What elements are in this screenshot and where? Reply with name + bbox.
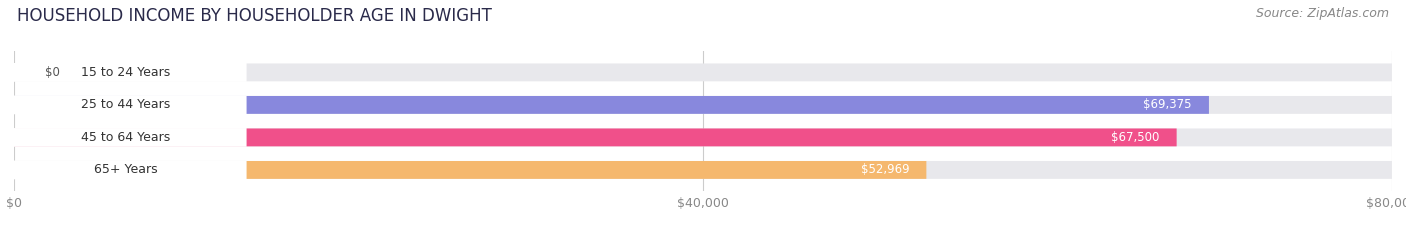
FancyBboxPatch shape [14,161,1392,179]
FancyBboxPatch shape [6,63,246,82]
Text: HOUSEHOLD INCOME BY HOUSEHOLDER AGE IN DWIGHT: HOUSEHOLD INCOME BY HOUSEHOLDER AGE IN D… [17,7,492,25]
Text: 25 to 44 Years: 25 to 44 Years [82,98,170,111]
FancyBboxPatch shape [6,128,246,147]
Text: 15 to 24 Years: 15 to 24 Years [82,66,170,79]
Text: 45 to 64 Years: 45 to 64 Years [82,131,170,144]
FancyBboxPatch shape [14,96,1209,114]
Text: Source: ZipAtlas.com: Source: ZipAtlas.com [1256,7,1389,20]
FancyBboxPatch shape [14,63,1392,81]
FancyBboxPatch shape [14,128,1177,146]
FancyBboxPatch shape [14,128,1392,146]
FancyBboxPatch shape [6,96,246,114]
Text: $69,375: $69,375 [1143,98,1192,111]
FancyBboxPatch shape [14,161,927,179]
Text: $67,500: $67,500 [1111,131,1160,144]
Text: 65+ Years: 65+ Years [94,163,157,176]
Text: $0: $0 [45,66,60,79]
FancyBboxPatch shape [6,161,246,179]
FancyBboxPatch shape [14,96,1392,114]
Text: $52,969: $52,969 [860,163,910,176]
